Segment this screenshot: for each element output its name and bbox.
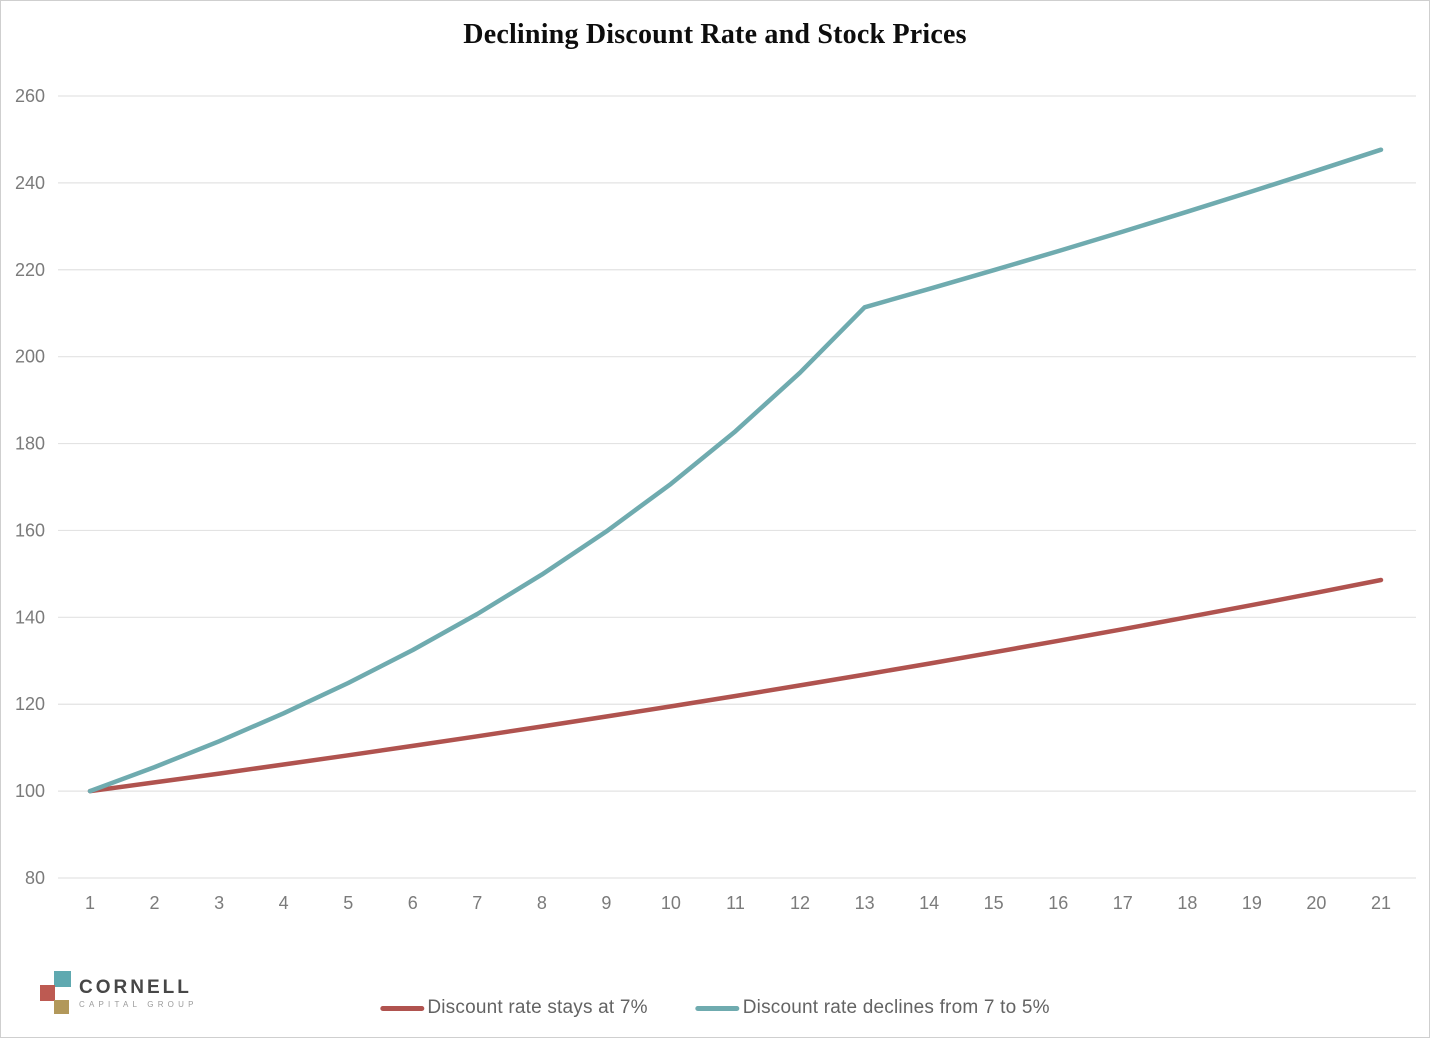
chart-title: Declining Discount Rate and Stock Prices xyxy=(463,19,967,50)
x-axis-tick-label: 13 xyxy=(855,893,875,913)
logo-name: CORNELL xyxy=(79,976,192,998)
y-axis-tick-label: 240 xyxy=(15,173,45,193)
x-axis-tick-label: 1 xyxy=(85,893,95,913)
series-line-1 xyxy=(87,147,1384,794)
series-line-0 xyxy=(87,577,1384,794)
x-axis-tick-label: 5 xyxy=(343,893,353,913)
logo-mark xyxy=(40,971,72,1016)
y-axis-tick-label: 80 xyxy=(25,868,45,888)
x-axis-tick-label: 14 xyxy=(919,893,939,913)
y-axis-tick-label: 120 xyxy=(15,694,45,714)
y-axis-tick-label: 260 xyxy=(15,86,45,106)
x-axis-tick-label: 4 xyxy=(279,893,289,913)
legend: Discount rate stays at 7% Discount rate … xyxy=(380,997,1049,1019)
legend-item-declines-7-to-5pct: Discount rate declines from 7 to 5% xyxy=(695,997,1050,1019)
logo-square-teal-icon xyxy=(54,971,71,987)
cornell-logo: CORNELL CAPITAL GROUP xyxy=(40,971,198,1016)
x-axis-tick-label: 8 xyxy=(537,893,547,913)
legend-swatch-teal xyxy=(695,1005,740,1011)
y-axis-tick-label: 100 xyxy=(15,781,45,801)
x-axis-tick-label: 15 xyxy=(984,893,1004,913)
x-axis-tick-label: 9 xyxy=(601,893,611,913)
logo-text: CORNELL CAPITAL GROUP xyxy=(79,976,198,1010)
y-axis-tick-label: 180 xyxy=(15,434,45,454)
x-axis-tick-label: 16 xyxy=(1048,893,1068,913)
y-axis-tick-label: 220 xyxy=(15,260,45,280)
x-axis-tick-label: 12 xyxy=(790,893,810,913)
legend-label: Discount rate declines from 7 to 5% xyxy=(742,997,1050,1018)
logo-subtitle: CAPITAL GROUP xyxy=(79,1000,198,1010)
x-axis-tick-label: 2 xyxy=(150,893,160,913)
x-axis-tick-label: 11 xyxy=(726,893,745,913)
logo-square-gold-icon xyxy=(54,1000,69,1014)
x-axis-tick-label: 21 xyxy=(1371,893,1391,913)
x-axis-tick-label: 6 xyxy=(408,893,418,913)
x-axis-tick-label: 17 xyxy=(1113,893,1133,913)
x-axis-tick-label: 7 xyxy=(472,893,482,913)
x-axis-tick-label: 10 xyxy=(661,893,681,913)
y-axis-tick-label: 160 xyxy=(15,520,45,540)
y-axis-tick-label: 140 xyxy=(15,607,45,627)
x-axis-tick-label: 3 xyxy=(214,893,224,913)
logo-square-red-icon xyxy=(40,985,55,1001)
legend-swatch-red xyxy=(380,1005,425,1011)
legend-label: Discount rate stays at 7% xyxy=(427,997,648,1018)
legend-item-stays-7pct: Discount rate stays at 7% xyxy=(380,997,648,1019)
x-axis-tick-label: 20 xyxy=(1306,893,1326,913)
x-axis-tick-label: 19 xyxy=(1242,893,1262,913)
y-axis-tick-label: 200 xyxy=(15,347,45,367)
x-axis-tick-label: 18 xyxy=(1177,893,1197,913)
